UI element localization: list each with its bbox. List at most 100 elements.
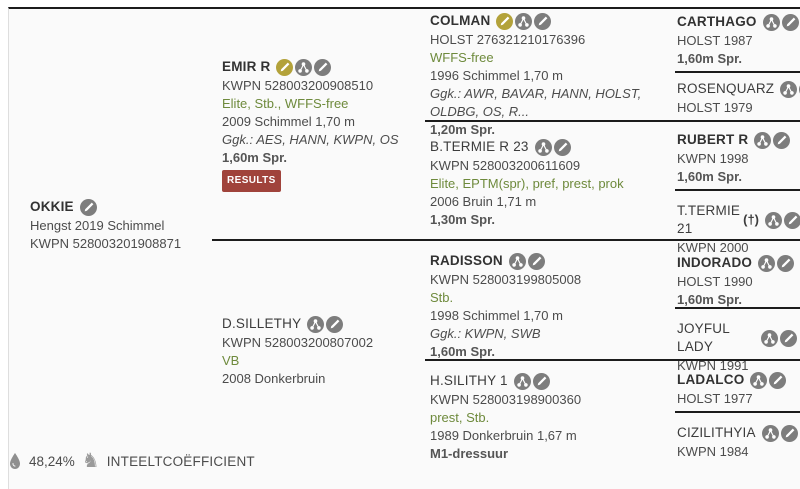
divider-line	[675, 71, 800, 73]
horse-icons	[758, 254, 795, 272]
horse-name[interactable]: OKKIE	[30, 199, 74, 214]
pencil-icon[interactable]	[780, 424, 798, 442]
gold-pencil-icon[interactable]	[496, 12, 514, 30]
horse-birth: 2008 Donkerbruin	[222, 371, 326, 386]
horse-sport: 1,60m Spr.	[222, 150, 288, 165]
horse-reg: KWPN 528003200807002	[222, 335, 374, 350]
horse-reg: KWPN 528003201908871	[30, 236, 182, 251]
pencil-icon[interactable]	[314, 58, 332, 76]
pencil-icon[interactable]	[784, 211, 800, 229]
divider-line	[425, 120, 800, 122]
horse-name[interactable]: JOYFUL LADY	[677, 321, 730, 354]
offspring-icon[interactable]	[758, 254, 776, 272]
horse-block-indorado: INDORADO HOLST 1990 1,60m Spr.	[677, 254, 797, 309]
pencil-icon[interactable]	[553, 138, 571, 156]
divider-line	[675, 411, 800, 413]
horse-name[interactable]: INDORADO	[677, 255, 753, 270]
offspring-icon[interactable]	[513, 372, 531, 390]
horse-reg: HOLST 1977	[677, 391, 753, 406]
horse-reg: HOLST 1990	[677, 274, 753, 289]
horse-icons	[276, 58, 332, 76]
horse-icons	[780, 80, 800, 98]
pencil-icon[interactable]	[780, 329, 797, 347]
horse-name[interactable]: COLMAN	[430, 13, 491, 28]
offspring-icon[interactable]	[761, 329, 778, 347]
horse-sport: 1,60m Spr.	[430, 344, 496, 359]
offspring-icon[interactable]	[534, 138, 552, 156]
horse-block-b-termie: B.TERMIE R 23 KWPN 528003200611609 Elite…	[430, 138, 670, 229]
pencil-icon[interactable]	[777, 254, 795, 272]
horse-reg: KWPN 528003199805008	[430, 272, 582, 287]
offspring-icon[interactable]	[765, 211, 782, 229]
horse-sport: 1,20m Spr.	[430, 122, 496, 137]
horse-name[interactable]: CIZILITHYIA	[677, 425, 756, 440]
horse-icons	[508, 252, 545, 270]
offspring-icon[interactable]	[508, 252, 526, 270]
inbreeding-value: 48,24%	[29, 453, 75, 469]
horse-sport: 1,60m Spr.	[677, 51, 743, 66]
pencil-icon[interactable]	[781, 13, 799, 31]
pencil-icon[interactable]	[532, 372, 550, 390]
horse-name[interactable]: RADISSON	[430, 253, 503, 268]
results-button[interactable]: RESULTS	[222, 170, 281, 192]
horse-block-rosenquarz: ROSENQUARZ HOLST 1979	[677, 80, 800, 117]
horse-icons	[761, 329, 797, 347]
horse-reg: HOLST 1979	[677, 100, 753, 115]
offspring-icon[interactable]	[307, 315, 325, 333]
horse-name[interactable]: H.SILITHY 1	[430, 373, 508, 388]
horse-name[interactable]: CARTHAGO	[677, 14, 757, 29]
drop-icon	[8, 452, 22, 471]
horse-name[interactable]: EMIR R	[222, 59, 271, 74]
horse-reg: HOLST 276321210176396	[430, 32, 586, 47]
gold-pencil-icon[interactable]	[276, 58, 294, 76]
horse-block-d-sillethy: D.SILLETHY KWPN 528003200807002 VB 2008 …	[222, 315, 422, 388]
horse-block-h-silithy: H.SILITHY 1 KWPN 528003198900360 prest, …	[430, 372, 670, 463]
horse-reg: KWPN 528003198900360	[430, 392, 582, 407]
horse-name[interactable]: ROSENQUARZ	[677, 81, 775, 96]
horse-icons	[754, 131, 791, 149]
horse-desc: Hengst 2019 Schimmel	[30, 218, 165, 233]
horse-predicates: Stb.	[430, 290, 454, 305]
horse-reg: KWPN 1991	[677, 358, 749, 373]
horse-predicates: VB	[222, 353, 240, 368]
horse-predicates: Elite, Stb., WFFS-free	[222, 96, 349, 111]
horse-name[interactable]: RUBERT R	[677, 132, 749, 147]
offspring-icon[interactable]	[780, 80, 798, 98]
horse-birth: 1998 Schimmel 1,70 m	[430, 308, 563, 323]
pencil-icon[interactable]	[773, 131, 791, 149]
offspring-icon[interactable]	[295, 58, 313, 76]
divider-line	[675, 189, 800, 191]
horse-sport: 1,60m Spr.	[677, 169, 743, 184]
divider-line	[675, 307, 800, 309]
horse-icons	[762, 13, 799, 31]
offspring-icon[interactable]	[515, 12, 533, 30]
horse-name[interactable]: T.TERMIE 21	[677, 203, 741, 236]
horse-reg: KWPN 2000	[677, 240, 749, 255]
horse-name[interactable]: B.TERMIE R 23	[430, 139, 529, 154]
horse-icons	[534, 138, 571, 156]
horse-sport: M1-dressuur	[430, 446, 509, 461]
offspring-icon[interactable]	[750, 371, 768, 389]
horse-block-radisson: RADISSON KWPN 528003199805008 Stb. 1998 …	[430, 252, 670, 361]
horse-icons	[307, 315, 344, 333]
inbreeding-footer: 48,24% ♞ INTEELTCOËFFICIENT	[8, 451, 255, 471]
pencil-icon[interactable]	[79, 198, 97, 216]
horse-icon: ♞	[81, 450, 100, 472]
horse-ggk: Ggk.: KWPN, SWB	[430, 326, 541, 341]
pencil-icon[interactable]	[769, 371, 787, 389]
horse-predicates: prest, Stb.	[430, 410, 490, 425]
horse-name[interactable]: LADALCO	[677, 372, 745, 387]
horse-reg: KWPN 528003200908510	[222, 78, 374, 93]
horse-icons	[750, 371, 787, 389]
horse-reg: HOLST 1987	[677, 33, 753, 48]
offspring-icon[interactable]	[762, 13, 780, 31]
pencil-icon[interactable]	[326, 315, 344, 333]
offspring-icon[interactable]	[754, 131, 772, 149]
horse-icons	[79, 198, 97, 216]
horse-name[interactable]: D.SILLETHY	[222, 316, 302, 331]
pencil-icon[interactable]	[527, 252, 545, 270]
horse-block-colman: COLMAN HOLST 276321210176396 WFFS-free 1…	[430, 12, 670, 139]
horse-ggk: Ggk.: AES, HANN, KWPN, OS	[222, 132, 399, 147]
offspring-icon[interactable]	[761, 424, 779, 442]
pencil-icon[interactable]	[534, 12, 552, 30]
